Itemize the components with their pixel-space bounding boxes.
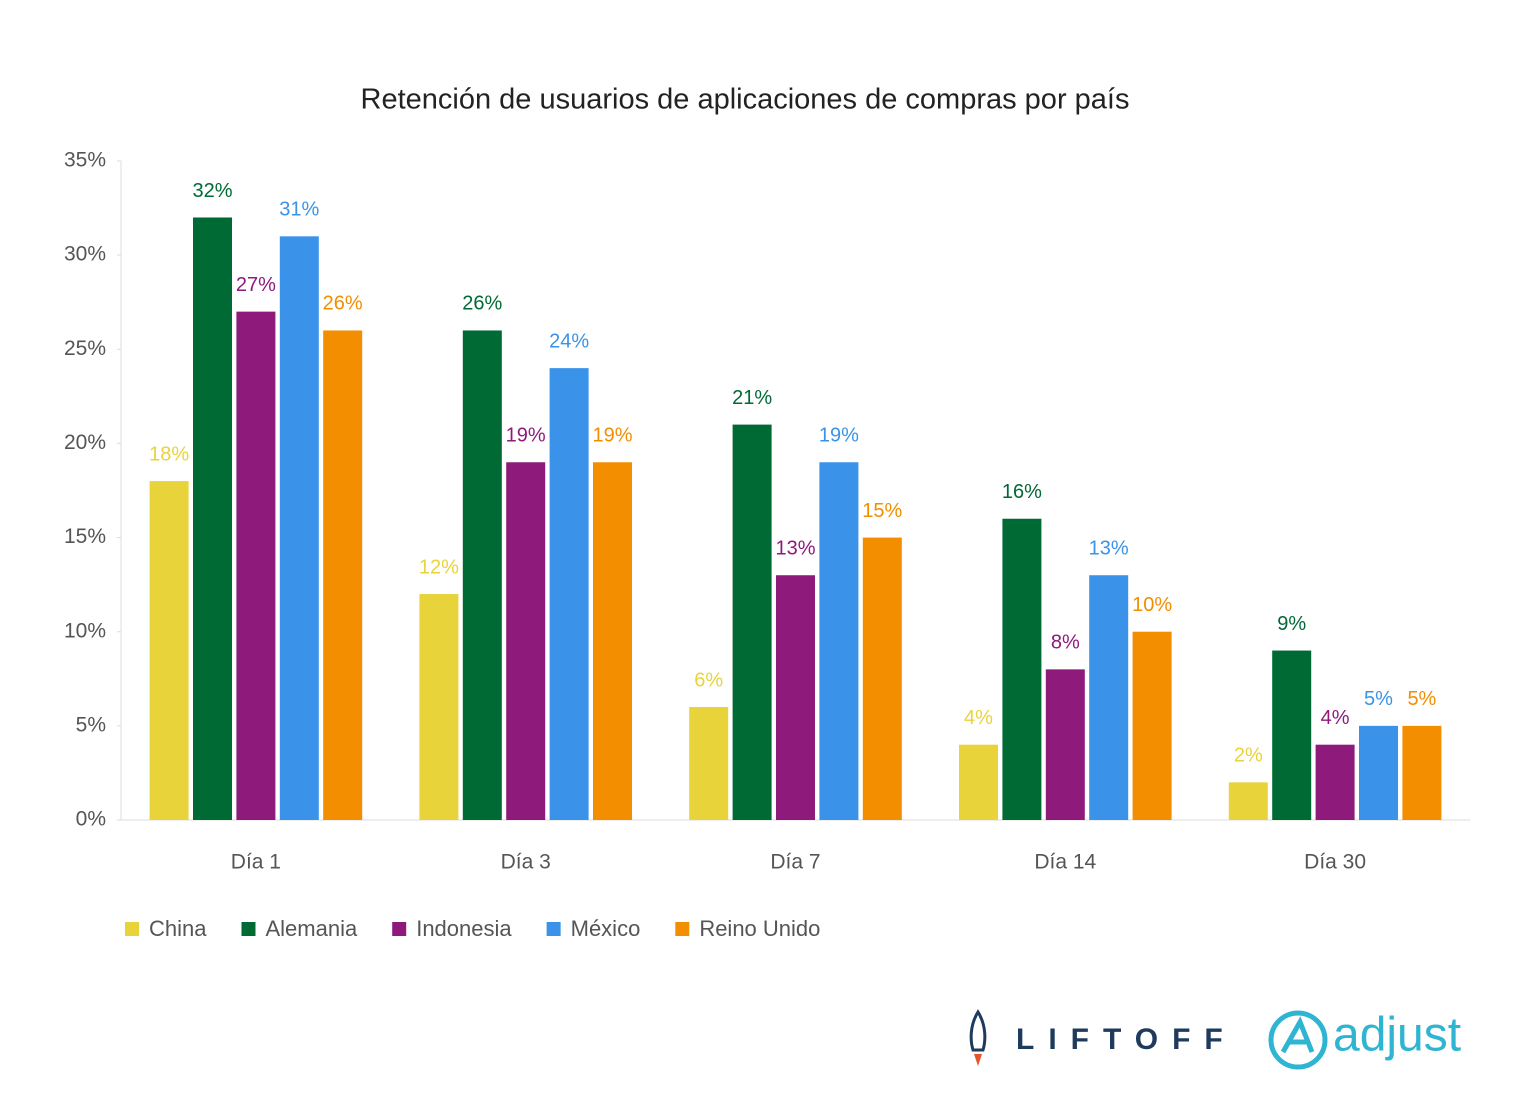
data-label: 15% bbox=[862, 500, 902, 522]
legend-label: Reino Unido bbox=[699, 916, 820, 941]
y-tick-label: 35% bbox=[64, 149, 106, 172]
data-label: 31% bbox=[279, 199, 319, 221]
bar bbox=[549, 368, 589, 820]
data-label: 8% bbox=[1051, 632, 1080, 654]
data-label: 13% bbox=[1089, 538, 1129, 560]
legend-label: México bbox=[571, 916, 641, 941]
data-label: 21% bbox=[732, 387, 772, 409]
bar bbox=[323, 330, 363, 820]
bar bbox=[462, 330, 502, 820]
y-tick-label: 15% bbox=[64, 525, 106, 548]
bar bbox=[1402, 725, 1442, 820]
x-tick-label: Día 1 bbox=[231, 851, 281, 874]
legend-swatch bbox=[125, 922, 139, 936]
bar bbox=[1272, 650, 1312, 820]
bar bbox=[193, 217, 232, 820]
data-label: 12% bbox=[419, 556, 459, 578]
y-tick-label: 0% bbox=[76, 808, 106, 831]
data-label: 19% bbox=[506, 425, 546, 447]
legend-label: Indonesia bbox=[416, 916, 512, 941]
bar bbox=[1002, 518, 1042, 820]
bar bbox=[1089, 575, 1129, 820]
bar bbox=[419, 594, 459, 820]
data-label: 10% bbox=[1132, 594, 1172, 616]
legend-swatch bbox=[392, 922, 407, 936]
bar bbox=[506, 462, 546, 820]
bar bbox=[959, 744, 998, 820]
data-label: 26% bbox=[323, 293, 363, 315]
data-label: 13% bbox=[775, 538, 815, 560]
y-tick-label: 20% bbox=[64, 431, 106, 454]
legend-swatch bbox=[241, 922, 256, 936]
bar bbox=[689, 707, 729, 820]
legend-label: Alemania bbox=[265, 916, 357, 941]
bar bbox=[149, 481, 189, 820]
bar bbox=[1045, 669, 1085, 820]
legend-swatch bbox=[675, 922, 690, 936]
x-tick-label: Día 7 bbox=[770, 851, 820, 874]
y-tick-label: 30% bbox=[64, 243, 106, 266]
chart-title: Retención de usuarios de aplicaciones de… bbox=[361, 84, 1130, 116]
data-label: 18% bbox=[149, 443, 189, 465]
x-tick-label: Día 14 bbox=[1034, 851, 1096, 874]
y-tick-label: 10% bbox=[64, 619, 106, 642]
bar bbox=[862, 537, 902, 820]
bar bbox=[1359, 725, 1398, 820]
bar bbox=[819, 462, 859, 820]
liftoff-logo: LIFTOFF bbox=[969, 1009, 1237, 1066]
bar bbox=[279, 236, 319, 821]
bar bbox=[593, 462, 632, 820]
data-label: 4% bbox=[1321, 707, 1350, 729]
data-label: 16% bbox=[1002, 481, 1042, 503]
data-label: 19% bbox=[819, 425, 859, 447]
bar bbox=[236, 311, 276, 820]
adjust-logo: adjust bbox=[1268, 1009, 1461, 1070]
logo-text: adjust bbox=[1333, 1009, 1461, 1062]
data-label: 2% bbox=[1234, 745, 1263, 767]
x-tick-label: Día 3 bbox=[501, 851, 551, 874]
data-label: 32% bbox=[192, 180, 232, 202]
logo-text: LIFTOFF bbox=[1016, 1023, 1237, 1056]
bar bbox=[1132, 631, 1172, 820]
data-label: 24% bbox=[549, 330, 589, 352]
bar bbox=[776, 575, 815, 820]
data-label: 6% bbox=[694, 669, 723, 691]
bar bbox=[1315, 744, 1355, 820]
data-label: 19% bbox=[592, 425, 632, 447]
y-tick-label: 5% bbox=[76, 713, 106, 736]
legend-swatch bbox=[546, 922, 561, 936]
bar bbox=[732, 424, 772, 820]
y-tick-label: 25% bbox=[64, 337, 106, 360]
data-label: 4% bbox=[964, 707, 993, 729]
legend-label: China bbox=[149, 916, 207, 941]
data-label: 5% bbox=[1364, 688, 1393, 710]
data-label: 27% bbox=[236, 274, 276, 296]
x-tick-label: Día 30 bbox=[1304, 851, 1366, 874]
data-label: 26% bbox=[462, 293, 502, 315]
data-label: 5% bbox=[1407, 688, 1436, 710]
bar bbox=[1228, 782, 1268, 820]
data-label: 9% bbox=[1277, 613, 1306, 635]
